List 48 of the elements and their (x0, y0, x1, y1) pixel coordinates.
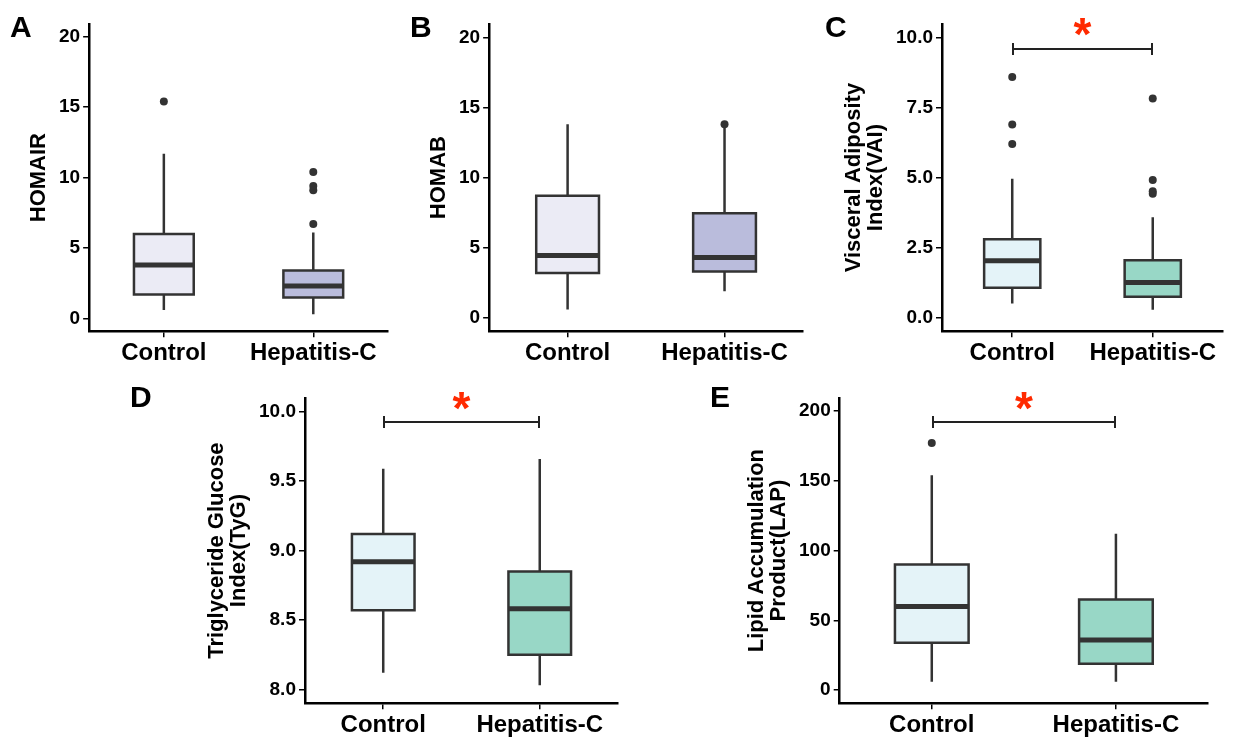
annotation: * (1014, 382, 1033, 435)
y-tick-label: 7.5 (906, 95, 934, 117)
chart-title: C (825, 10, 847, 44)
y-tick-label: 5 (469, 235, 481, 257)
y-axis-title: Triglyceride Glucose Index(TyG) (203, 442, 251, 659)
y-tick-label: 0 (820, 678, 831, 700)
y-tick-label: 8.5 (269, 608, 297, 630)
x-tick-label: Hepatitis-C (661, 338, 788, 366)
x-tick-label: Hepatitis-C (1052, 710, 1180, 738)
y-axis-title: HOMAB (425, 136, 451, 220)
y-tick-label: 10.0 (259, 400, 296, 422)
y-tick-label: 20 (458, 25, 481, 47)
x-tick-label: Control (524, 338, 611, 366)
x-tick-label: Control (121, 338, 207, 366)
y-tick-label: 9.5 (269, 469, 297, 491)
y-tick-label: 100 (799, 538, 831, 560)
y-tick-label: 10 (58, 165, 81, 187)
y-tick-label: 10 (458, 165, 481, 187)
chart-title: D (130, 380, 152, 414)
x-tick-label: Hepatitis-C (249, 338, 377, 366)
y-tick-label: 200 (799, 399, 831, 421)
y-axis-title: HOMAIR (25, 132, 51, 223)
chart-title: A (10, 10, 32, 44)
y-tick-label: 2.5 (906, 235, 934, 257)
x-tick-label: Control (969, 338, 1055, 366)
x-tick-label: Control (889, 710, 975, 738)
y-tick-label: 0 (469, 306, 481, 328)
chart-title: B (410, 10, 432, 44)
y-tick-label: 0 (69, 306, 81, 328)
y-tick-label: 8.0 (269, 677, 296, 699)
y-tick-label: 10.0 (896, 25, 933, 47)
y-tick-label: 150 (799, 469, 831, 491)
y-tick-label: 5 (69, 236, 81, 258)
x-tick-label: Hepatitis-C (1089, 338, 1217, 366)
y-tick-label: 15 (58, 95, 81, 117)
y-tick-label: 9.0 (269, 538, 296, 560)
y-tick-label: 20 (58, 24, 81, 46)
chart-title: E (710, 380, 731, 414)
annotation: * (1073, 8, 1092, 61)
x-tick-label: Control (340, 710, 426, 738)
x-tick-label: Hepatitis-C (476, 710, 604, 738)
y-tick-label: 15 (458, 95, 481, 117)
y-tick-label: 0.0 (906, 305, 933, 327)
annotation: * (452, 382, 471, 435)
y-axis-title: Lipid Accumulation Product(LAP) (743, 448, 791, 653)
y-tick-label: 5.0 (906, 165, 933, 187)
y-tick-label: 50 (809, 608, 831, 630)
y-axis-title: Visceral Adiposity Index(VAI) (840, 82, 888, 273)
